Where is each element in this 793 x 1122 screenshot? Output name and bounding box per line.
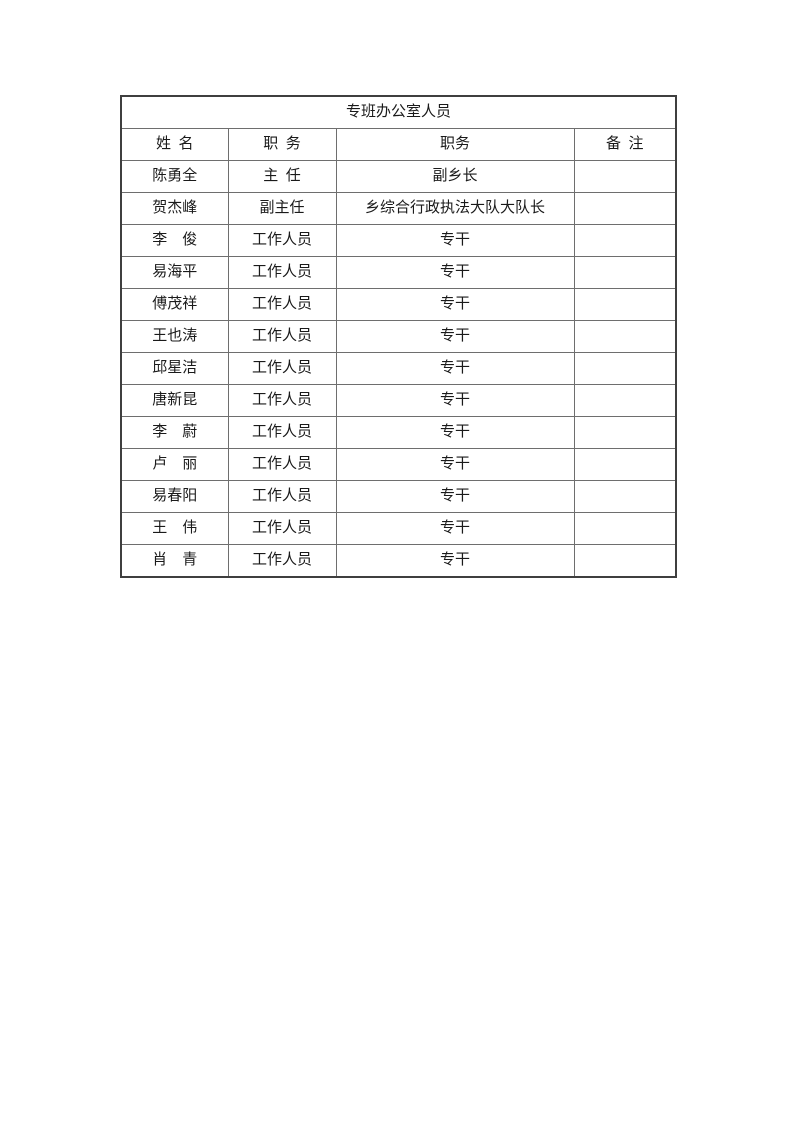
cell-note	[573, 416, 677, 449]
cell-note	[573, 224, 677, 257]
cell-duty: 专干	[335, 384, 575, 417]
cell-note	[573, 288, 677, 321]
table-row: 王 伟 工作人员 专干	[120, 512, 677, 545]
table-row: 易海平 工作人员 专干	[120, 256, 677, 289]
cell-position: 工作人员	[227, 544, 337, 578]
cell-note	[573, 256, 677, 289]
table-header-row: 姓 名 职 务 职务 备 注	[120, 128, 677, 161]
cell-duty: 专干	[335, 224, 575, 257]
cell-position: 主 任	[227, 160, 337, 193]
header-position: 职 务	[227, 128, 337, 161]
cell-position: 工作人员	[227, 416, 337, 449]
table-title: 专班办公室人员	[120, 95, 677, 129]
cell-note	[573, 512, 677, 545]
table-row: 王也涛 工作人员 专干	[120, 320, 677, 353]
cell-position: 工作人员	[227, 288, 337, 321]
cell-duty: 专干	[335, 352, 575, 385]
cell-note	[573, 160, 677, 193]
table-row: 傅茂祥 工作人员 专干	[120, 288, 677, 321]
cell-duty: 专干	[335, 512, 575, 545]
cell-note	[573, 384, 677, 417]
header-duty: 职务	[335, 128, 575, 161]
table-row: 肖 青 工作人员 专干	[120, 544, 677, 578]
cell-note	[573, 320, 677, 353]
table-row: 卢 丽 工作人员 专干	[120, 448, 677, 481]
table-row: 唐新昆 工作人员 专干	[120, 384, 677, 417]
personnel-table: 专班办公室人员 姓 名 职 务 职务 备 注 陈勇全 主 任 副乡长 贺杰峰 副…	[120, 95, 678, 578]
cell-duty: 专干	[335, 320, 575, 353]
cell-duty: 专干	[335, 480, 575, 513]
cell-duty: 专干	[335, 256, 575, 289]
cell-position: 工作人员	[227, 480, 337, 513]
cell-name: 易春阳	[120, 480, 229, 513]
table-title-row: 专班办公室人员	[120, 95, 677, 129]
cell-name: 唐新昆	[120, 384, 229, 417]
cell-note	[573, 448, 677, 481]
cell-duty: 副乡长	[335, 160, 575, 193]
cell-note	[573, 480, 677, 513]
cell-name: 傅茂祥	[120, 288, 229, 321]
cell-name: 肖 青	[120, 544, 229, 578]
cell-name: 王也涛	[120, 320, 229, 353]
cell-duty: 专干	[335, 416, 575, 449]
cell-position: 工作人员	[227, 512, 337, 545]
cell-name: 贺杰峰	[120, 192, 229, 225]
table-row: 易春阳 工作人员 专干	[120, 480, 677, 513]
cell-name: 卢 丽	[120, 448, 229, 481]
cell-position: 工作人员	[227, 256, 337, 289]
cell-name: 李 俊	[120, 224, 229, 257]
table-row: 陈勇全 主 任 副乡长	[120, 160, 677, 193]
cell-name: 王 伟	[120, 512, 229, 545]
header-note: 备 注	[573, 128, 677, 161]
cell-duty: 专干	[335, 288, 575, 321]
table-row: 李 俊 工作人员 专干	[120, 224, 677, 257]
table-row: 贺杰峰 副主任 乡综合行政执法大队大队长	[120, 192, 677, 225]
header-name: 姓 名	[120, 128, 229, 161]
cell-duty: 乡综合行政执法大队大队长	[335, 192, 575, 225]
cell-position: 工作人员	[227, 224, 337, 257]
cell-note	[573, 352, 677, 385]
cell-position: 工作人员	[227, 384, 337, 417]
table-row: 邱星洁 工作人员 专干	[120, 352, 677, 385]
cell-name: 易海平	[120, 256, 229, 289]
cell-name: 李 蔚	[120, 416, 229, 449]
cell-duty: 专干	[335, 448, 575, 481]
cell-name: 陈勇全	[120, 160, 229, 193]
cell-note	[573, 192, 677, 225]
table-row: 李 蔚 工作人员 专干	[120, 416, 677, 449]
cell-position: 工作人员	[227, 448, 337, 481]
cell-name: 邱星洁	[120, 352, 229, 385]
cell-note	[573, 544, 677, 578]
cell-duty: 专干	[335, 544, 575, 578]
cell-position: 副主任	[227, 192, 337, 225]
cell-position: 工作人员	[227, 352, 337, 385]
cell-position: 工作人员	[227, 320, 337, 353]
